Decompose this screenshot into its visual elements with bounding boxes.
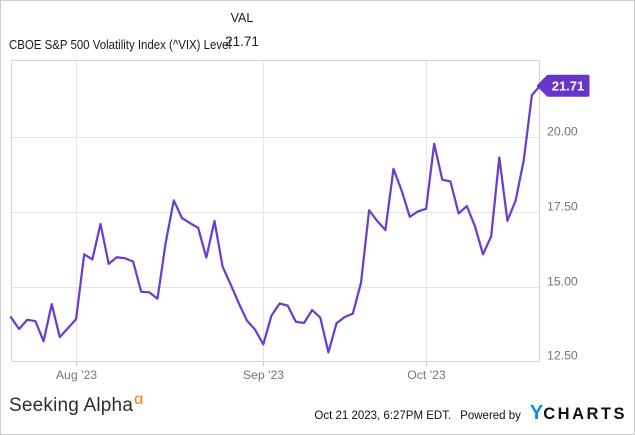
x-axis-label: Sep '23 [243,368,284,382]
val-column-header: VAL [230,11,254,25]
last-value-badge [537,74,590,97]
ycharts-wordmark: CHARTS [543,405,627,423]
ycharts-y-icon: Y [529,402,544,424]
vix-line-series [9,84,542,354]
seeking-alpha-wordmark: Seeking Alpha [9,395,134,416]
last-value-badge-label: 21.71 [552,78,585,93]
y-axis-label: 12.50 [547,349,578,363]
attribution-bar: Oct 21 2023, 6:27PM EDT. Powered by YCHA… [314,402,627,425]
powered-by-label: Powered by [460,410,521,422]
plot-border [11,60,540,362]
alpha-icon: α [134,391,144,408]
ycharts-logo: YCHARTS [530,402,627,425]
chart-title: CBOE S&P 500 Volatility Index (^VIX) Lev… [9,37,231,52]
val-current-value: 21.71 [225,34,259,49]
y-axis-label: 17.50 [547,200,578,214]
value-column: VAL 21.71 [211,11,273,49]
seeking-alpha-logo: Seeking Alphaα [9,391,144,417]
x-axis-label: Aug '23 [56,368,97,382]
y-axis-label: 20.00 [547,125,578,139]
y-axis-label: 15.00 [547,275,578,289]
x-axis-label: Oct '23 [407,368,446,382]
timestamp: Oct 21 2023, 6:27PM EDT. [314,410,452,422]
